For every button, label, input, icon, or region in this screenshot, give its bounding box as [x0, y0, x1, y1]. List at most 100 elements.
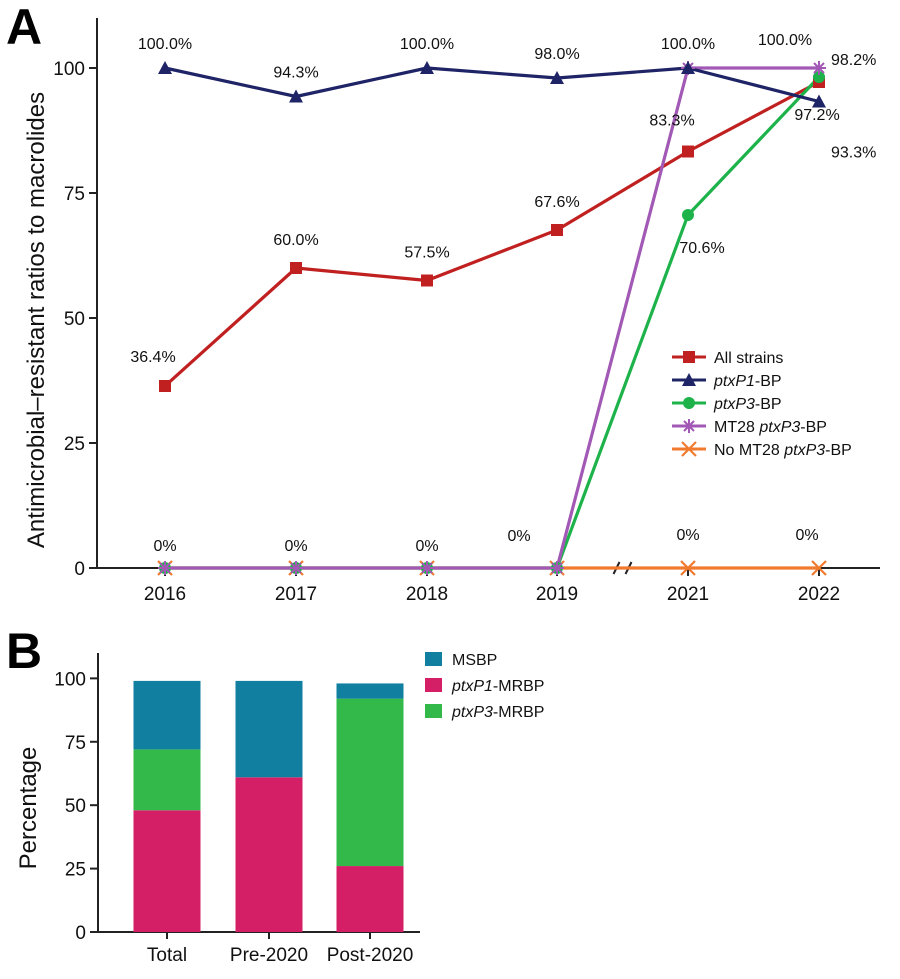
- data-point-4: [811, 560, 827, 576]
- legend-marker-stroke: [681, 441, 697, 457]
- line-chart-a: Antimicrobial–resistant ratios to macrol…: [23, 18, 880, 605]
- legend-label: MSBP: [452, 652, 497, 669]
- data-point-3: [289, 561, 303, 575]
- data-point-1: [158, 61, 172, 74]
- legend-label: ptxP1-BP: [713, 373, 782, 390]
- legend-label: ptxP3-BP: [713, 396, 782, 413]
- data-label-4: 0%: [153, 538, 176, 555]
- data-label-2: 98.2%: [831, 52, 876, 69]
- data-point-1: [289, 89, 303, 103]
- bar-segment-0: [133, 810, 201, 932]
- data-point-2: [682, 209, 694, 221]
- data-point-4-stroke: [680, 560, 696, 576]
- y-tick-label-b: 75: [65, 733, 86, 754]
- legend-label-part: ptxP3: [451, 704, 493, 721]
- series-line-0: [163, 80, 820, 388]
- data-label-1: 94.3%: [273, 65, 318, 82]
- data-point-3-stroke: [813, 62, 825, 74]
- data-point-1: [812, 94, 826, 108]
- bar-segment-1: [133, 749, 201, 811]
- legend-label-part: ptxP3: [758, 419, 800, 436]
- data-label-4: 0%: [284, 538, 307, 555]
- data-point-1: [420, 61, 434, 74]
- legend-marker-stroke: [683, 420, 695, 432]
- data-label-0: 83.3%: [649, 113, 694, 130]
- legend-label-part: -BP: [800, 419, 827, 436]
- data-label-0: 60.0%: [273, 232, 318, 249]
- data-point-0: [551, 224, 563, 236]
- axes-b: 0 25 50 75 100 Total Pre-2020 Post-2020: [54, 653, 420, 966]
- y-tick-label-a: 0: [74, 559, 85, 580]
- data-point-1: [681, 61, 695, 74]
- y-tick-label-a: 25: [64, 434, 85, 455]
- data-label-4: 0%: [415, 538, 438, 555]
- data-point-0: [421, 274, 433, 287]
- legend-label-part: -BP: [825, 442, 852, 459]
- legend-marker: [681, 441, 697, 457]
- y-axis-label-a: Antimicrobial–resistant ratios to macrol…: [23, 92, 50, 548]
- data-point-2: [813, 71, 825, 83]
- data-point-3: [158, 561, 172, 575]
- x-tick-label-a: 2017: [275, 584, 317, 605]
- data-point-3: [812, 61, 826, 75]
- data-point-0: [290, 262, 302, 274]
- legend-marker: [683, 351, 695, 363]
- data-point-3: [550, 561, 564, 575]
- y-tick-label-b: 25: [65, 860, 86, 881]
- x-tick-label-b: Pre-2020: [230, 945, 308, 966]
- y-tick-label-b: 0: [75, 923, 86, 944]
- legend-label-part: -MRBP: [493, 678, 545, 695]
- stacked-bar-chart-b: Percentage 0 25 50 75 100 Total Pre-2020 Post-2…: [15, 652, 544, 966]
- legend-label-part: -BP: [755, 396, 782, 413]
- legend-swatch: [425, 704, 442, 718]
- bar-segment-0: [235, 777, 303, 932]
- legend-label: ptxP1-MRBP: [451, 678, 544, 695]
- data-point-0: [682, 145, 694, 158]
- legend-b: MSBP ptxP1-MRBP ptxP3-MRBP: [425, 652, 544, 721]
- legend-label-part: ptxP3: [783, 442, 825, 459]
- data-label-1: 100.0%: [661, 36, 715, 53]
- data-label-1: 98.0%: [534, 46, 579, 63]
- legend-label-part: MT28: [714, 419, 759, 436]
- data-label-1: 93.3%: [831, 145, 876, 162]
- bar-segment-0: [336, 866, 404, 932]
- legend-swatch: [425, 678, 442, 692]
- legend-label-part: No MT28: [714, 442, 784, 459]
- data-labels-a: 36.4% 60.0% 57.5% 67.6% 83.3% 97.2% 100.0% 94.3…: [130, 32, 876, 555]
- y-tick-label-a: 100: [53, 59, 85, 80]
- legend-marker: [682, 419, 696, 433]
- bar-segment-2: [336, 683, 404, 699]
- series-lines-a: [163, 66, 821, 570]
- data-point-3-stroke: [551, 562, 563, 574]
- series-markers-a: [157, 61, 827, 576]
- y-tick-label-a: 50: [64, 309, 85, 330]
- series-line-3: [165, 66, 819, 570]
- data-label-4: 0%: [795, 527, 818, 544]
- panel-label-b: B: [6, 623, 42, 679]
- legend-label: ptxP3-MRBP: [451, 704, 544, 721]
- data-label-1: 100.0%: [400, 36, 454, 53]
- data-label-2: 70.6%: [679, 240, 724, 257]
- legend-label-part: ptxP1: [713, 373, 755, 390]
- y-axis-label-b: Percentage: [15, 747, 42, 870]
- data-point-4-stroke: [811, 560, 827, 576]
- data-point-3-stroke: [159, 562, 171, 574]
- y-tick-label-b: 100: [54, 669, 86, 690]
- data-label-4: 0%: [676, 527, 699, 544]
- bar-segment-2: [235, 680, 303, 778]
- x-tick-label-a: 2021: [667, 584, 709, 605]
- data-label-0: 67.6%: [534, 194, 579, 211]
- bar-segment-2: [133, 680, 201, 750]
- legend-label: All strains: [714, 350, 783, 367]
- x-tick-label-a: 2016: [144, 584, 186, 605]
- data-point-1: [550, 71, 564, 84]
- legend-marker: [683, 397, 695, 409]
- x-tick-label-b: Post-2020: [327, 945, 414, 966]
- y-tick-label-b: 50: [65, 796, 86, 817]
- legend-label-part: All strains: [714, 350, 783, 367]
- x-tick-label-b: Total: [147, 945, 187, 966]
- x-tick-label-a: 2018: [406, 584, 448, 605]
- x-tick-label-a: 2022: [798, 584, 840, 605]
- data-label-0: 57.5%: [404, 245, 449, 262]
